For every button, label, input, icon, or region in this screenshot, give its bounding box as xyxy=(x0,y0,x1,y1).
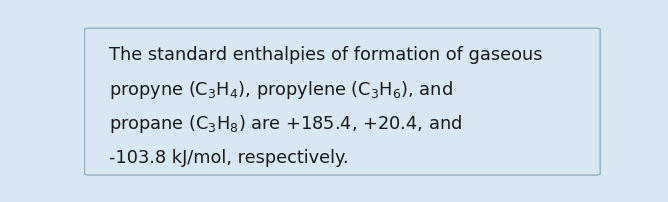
Text: propane $\left(\mathrm{C_3H_8}\right)$ are +185.4, +20.4, and: propane $\left(\mathrm{C_3H_8}\right)$ a… xyxy=(110,113,462,135)
Text: The standard enthalpies of formation of gaseous: The standard enthalpies of formation of … xyxy=(110,46,543,64)
Text: propyne $\left(\mathrm{C_3H_4}\right)$, propylene $\left(\mathrm{C_3H_6}\right)$: propyne $\left(\mathrm{C_3H_4}\right)$, … xyxy=(110,79,453,101)
Text: -103.8 kJ/mol, respectively.: -103.8 kJ/mol, respectively. xyxy=(110,149,349,167)
FancyBboxPatch shape xyxy=(85,28,600,175)
